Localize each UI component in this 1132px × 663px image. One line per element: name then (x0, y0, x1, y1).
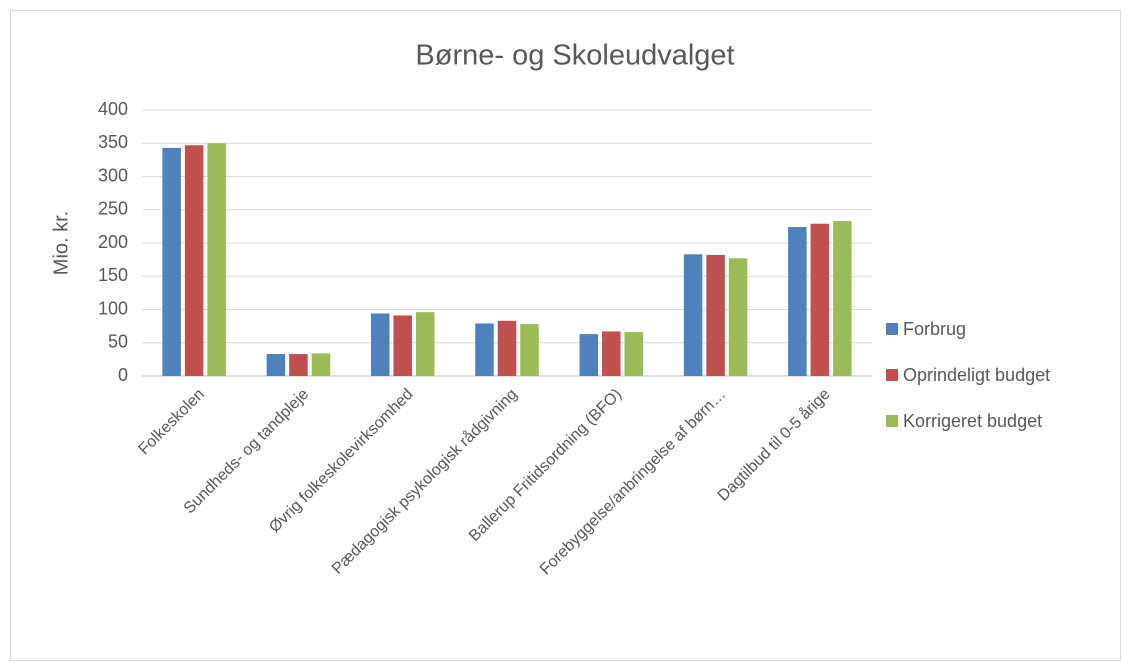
y-tick-label: 250 (98, 199, 128, 219)
legend-swatch (886, 369, 898, 381)
y-tick-label: 150 (98, 265, 128, 285)
bar (393, 315, 412, 376)
bar (728, 258, 748, 376)
y-tick-label: 0 (118, 365, 128, 385)
bar (497, 320, 517, 376)
y-tick-label: 100 (98, 298, 128, 318)
bar (266, 354, 286, 376)
y-tick-label: 300 (98, 165, 128, 185)
bar (311, 353, 331, 376)
bar (810, 223, 830, 376)
y-tick-label: 50 (108, 332, 128, 352)
bar (184, 145, 204, 376)
bar (415, 312, 435, 376)
bar (520, 324, 539, 376)
bar (602, 331, 621, 376)
y-axis-label: Mio. kr. (50, 211, 72, 275)
bar (579, 334, 599, 376)
bar (706, 254, 725, 376)
legend-label: Oprindeligt budget (903, 365, 1050, 385)
bar (475, 323, 494, 376)
bar (683, 254, 703, 376)
bar (289, 354, 308, 376)
bar (370, 313, 390, 376)
y-tick-label: 400 (98, 99, 128, 119)
y-tick-label: 200 (98, 232, 128, 252)
bar (162, 147, 181, 376)
bar (207, 143, 226, 376)
chart-title: Børne- og Skoleudvalget (415, 40, 734, 72)
legend-swatch (886, 323, 898, 335)
legend-swatch (886, 415, 898, 427)
bar (833, 221, 852, 376)
y-tick-label: 350 (98, 132, 128, 152)
bar (624, 332, 644, 376)
legend-label: Korrigeret budget (903, 411, 1042, 431)
bar (788, 227, 807, 376)
legend-label: Forbrug (903, 319, 966, 339)
